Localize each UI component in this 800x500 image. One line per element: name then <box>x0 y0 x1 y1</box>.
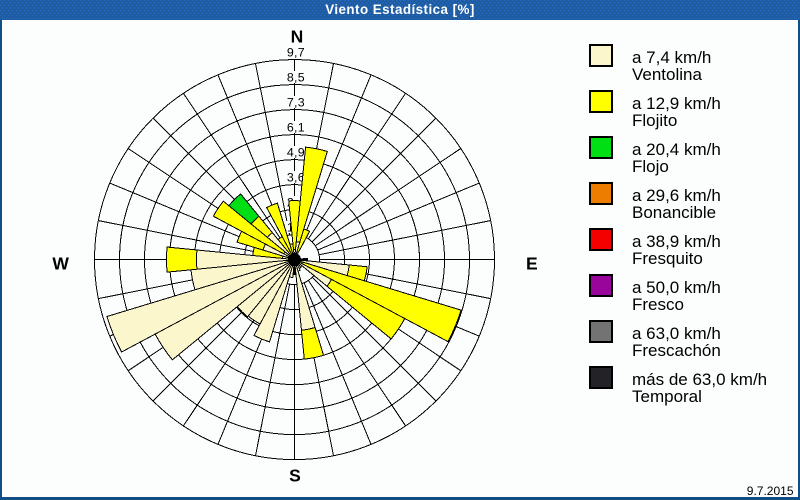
svg-text:6,1: 6,1 <box>287 121 305 135</box>
svg-text:7,3: 7,3 <box>287 96 305 110</box>
svg-text:9,7: 9,7 <box>287 46 305 60</box>
svg-text:3,6: 3,6 <box>287 171 305 185</box>
svg-text:4,9: 4,9 <box>287 146 305 160</box>
svg-text:8,5: 8,5 <box>287 71 305 85</box>
